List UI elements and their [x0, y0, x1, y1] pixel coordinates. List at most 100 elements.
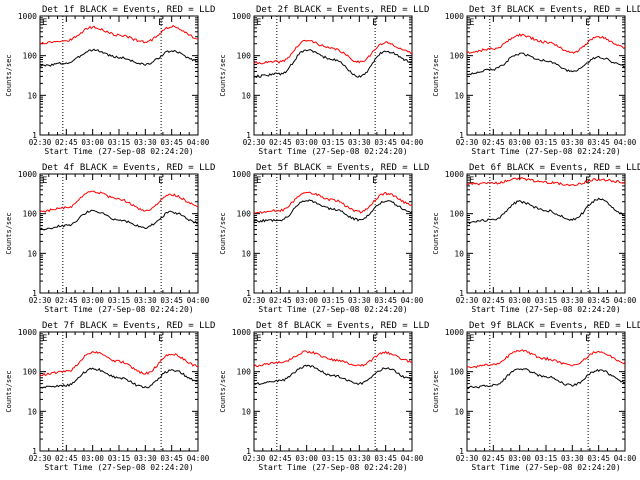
x-axis-label: Start Time (27-Sep-08 02:24:20): [471, 147, 620, 156]
series-line-events: [39, 367, 199, 389]
y-tick-label: 1000: [445, 170, 464, 179]
x-tick-label: 02:45: [55, 296, 78, 305]
x-tick-label: 02:30: [456, 296, 479, 305]
y-tick-label: 100: [237, 52, 252, 61]
y-tick-label: 10: [27, 249, 37, 258]
series-line-lld: [39, 190, 198, 213]
x-tick-label: 03:30: [134, 138, 157, 147]
event-marker-label: E: [158, 334, 163, 344]
x-tick-label: 02:45: [269, 296, 292, 305]
y-tick-label: 1: [32, 289, 37, 298]
x-tick-label: 02:45: [482, 138, 505, 147]
x-tick-label: 03:15: [108, 296, 131, 305]
series-line-lld: [39, 350, 198, 377]
panel-title: Det 8f BLACK = Events, RED = LLD: [256, 321, 429, 331]
x-tick-label: 02:45: [55, 138, 78, 147]
axes-frame: [466, 331, 626, 452]
x-tick-label: 04:00: [614, 296, 637, 305]
x-tick-label: 03:15: [322, 296, 345, 305]
x-tick-label: 03:00: [295, 138, 318, 147]
y-tick-label: 1000: [445, 328, 464, 337]
axes-frame: [39, 173, 199, 294]
x-tick-label: 03:45: [160, 296, 183, 305]
y-tick-label: 1: [459, 131, 464, 140]
axes-frame: [253, 15, 413, 136]
x-tick-label: 03:30: [348, 138, 371, 147]
x-tick-label: 02:45: [269, 454, 292, 463]
y-axis-label: Counts/sec: [219, 212, 227, 254]
y-tick-label: 100: [450, 368, 465, 377]
event-marker-label: E: [42, 334, 47, 344]
series-line-events: [253, 199, 413, 223]
y-tick-label: 10: [454, 249, 464, 258]
x-tick-label: 02:30: [29, 296, 52, 305]
event-marker-label: E: [585, 334, 590, 344]
series-line-events: [253, 364, 413, 386]
x-tick-label: 03:30: [134, 454, 157, 463]
y-axis-label: Counts/sec: [5, 54, 13, 96]
x-axis-label: Start Time (27-Sep-08 02:24:20): [44, 305, 193, 314]
event-marker-label: E: [42, 18, 47, 28]
series-line-lld: [253, 191, 413, 214]
panel-det-7: Det 7f BLACK = Events, RED = LLD 1 10 100 10…: [5, 321, 215, 472]
x-axis-label: Start Time (27-Sep-08 02:24:20): [258, 463, 407, 472]
series-line-events: [466, 52, 626, 76]
x-tick-label: 03:30: [561, 138, 584, 147]
x-tick-label: 02:30: [243, 296, 266, 305]
event-marker-label: E: [256, 334, 261, 344]
panel-det-6: Det 6f BLACK = Events, RED = LLD 1 10 100 10…: [432, 163, 640, 314]
x-axis-label: Start Time (27-Sep-08 02:24:20): [44, 147, 193, 156]
x-tick-label: 04:00: [401, 138, 424, 147]
x-tick-label: 03:00: [81, 296, 104, 305]
series-line-events: [253, 49, 413, 78]
y-tick-label: 1000: [232, 328, 251, 337]
y-tick-label: 1000: [445, 12, 464, 21]
x-tick-label: 03:15: [108, 454, 131, 463]
x-tick-label: 02:30: [243, 454, 266, 463]
y-tick-label: 10: [454, 407, 464, 416]
y-tick-label: 1000: [232, 170, 251, 179]
y-tick-label: 100: [23, 210, 38, 219]
y-axis-label: Counts/sec: [432, 54, 440, 96]
panel-title: Det 3f BLACK = Events, RED = LLD: [469, 5, 640, 15]
x-tick-label: 03:45: [374, 296, 397, 305]
y-tick-label: 10: [241, 91, 251, 100]
x-axis-label: Start Time (27-Sep-08 02:24:20): [258, 305, 407, 314]
x-tick-label: 03:45: [587, 296, 610, 305]
y-tick-label: 1000: [18, 328, 37, 337]
x-tick-label: 04:00: [187, 138, 210, 147]
event-marker-label: E: [256, 176, 261, 186]
panel-det-4: Det 4f BLACK = Events, RED = LLD 1 10 100 10…: [5, 163, 215, 314]
event-marker-label: E: [469, 18, 474, 28]
y-tick-label: 1: [459, 289, 464, 298]
axes-frame: [466, 15, 626, 136]
event-marker-label: E: [372, 176, 377, 186]
x-tick-label: 03:00: [508, 138, 531, 147]
x-tick-label: 03:45: [587, 454, 610, 463]
series-line-events: [39, 48, 199, 68]
event-marker-label: E: [158, 18, 163, 28]
event-marker-label: E: [42, 176, 47, 186]
panel-det-2: Det 2f BLACK = Events, RED = LLD 1 10 100 10…: [219, 5, 429, 156]
y-tick-label: 1000: [18, 12, 37, 21]
panel-det-5: Det 5f BLACK = Events, RED = LLD 1 10 100 10…: [219, 163, 429, 314]
x-tick-label: 03:00: [81, 138, 104, 147]
x-tick-label: 02:45: [482, 296, 505, 305]
y-tick-label: 1000: [18, 170, 37, 179]
series-line-events: [466, 368, 626, 390]
series-line-events: [466, 197, 626, 225]
event-marker-label: E: [158, 176, 163, 186]
y-tick-label: 100: [450, 210, 465, 219]
series-line-lld: [253, 350, 413, 368]
panel-title: Det 2f BLACK = Events, RED = LLD: [256, 5, 429, 15]
x-tick-label: 03:45: [160, 454, 183, 463]
axes-frame: [39, 331, 199, 452]
x-tick-label: 03:45: [160, 138, 183, 147]
y-axis-label: Counts/sec: [432, 212, 440, 254]
y-tick-label: 10: [27, 91, 37, 100]
x-tick-label: 03:30: [561, 296, 584, 305]
series-line-lld: [466, 33, 626, 54]
x-tick-label: 02:45: [269, 138, 292, 147]
x-tick-label: 03:00: [508, 454, 531, 463]
x-tick-label: 03:15: [535, 454, 558, 463]
